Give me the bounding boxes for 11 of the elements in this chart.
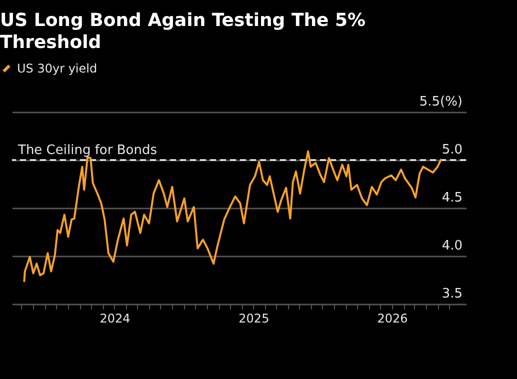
x-tick-label: 2025	[238, 312, 270, 326]
legend-label: US 30yr yield	[17, 62, 98, 76]
y-tick-label: 3.5	[442, 286, 462, 302]
chart-title: US Long Bond Again Testing The 5% Threshold	[0, 10, 366, 53]
x-tick-label: 2026	[377, 312, 408, 326]
y-tick-label: 4.0	[442, 238, 462, 254]
ref-line-label: The Ceiling for Bonds	[17, 143, 158, 158]
y-tick-label: 5.0	[442, 142, 462, 158]
y-tick-label: 5.5(%)	[419, 94, 462, 110]
x-tick-label: 2024	[100, 312, 130, 326]
y-tick-label: 4.5	[442, 190, 462, 206]
